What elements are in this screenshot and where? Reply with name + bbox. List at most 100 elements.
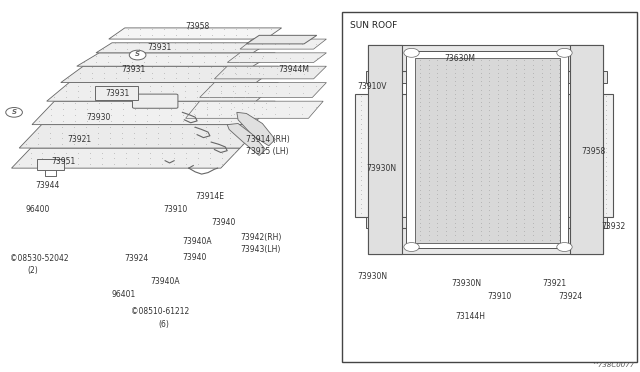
Point xyxy=(424,177,435,183)
Point xyxy=(181,150,191,155)
Point xyxy=(458,228,468,234)
Point xyxy=(581,196,591,202)
Point xyxy=(385,182,396,188)
Point xyxy=(444,158,454,164)
Point xyxy=(511,157,521,163)
Point xyxy=(376,205,386,211)
Point xyxy=(434,187,444,193)
Polygon shape xyxy=(240,39,326,49)
Point xyxy=(493,196,503,202)
Point xyxy=(243,90,253,96)
Point xyxy=(591,131,601,137)
Point xyxy=(532,93,542,99)
Point xyxy=(205,40,216,46)
Point xyxy=(511,149,521,155)
Point xyxy=(415,66,425,72)
Point xyxy=(493,237,503,243)
Point xyxy=(519,99,529,105)
Point xyxy=(424,107,435,113)
Point xyxy=(545,178,556,184)
Point xyxy=(536,137,547,142)
Point xyxy=(502,116,513,122)
Point xyxy=(454,168,464,174)
Point xyxy=(532,182,542,188)
Point xyxy=(449,161,460,167)
Point xyxy=(175,54,185,60)
Point xyxy=(432,87,442,93)
Point xyxy=(376,98,386,104)
Point xyxy=(189,141,199,147)
Point xyxy=(415,203,425,209)
Point xyxy=(554,220,564,226)
Point xyxy=(463,131,474,137)
Point xyxy=(600,158,611,164)
Point xyxy=(395,173,405,179)
Point xyxy=(415,173,425,179)
Point xyxy=(581,102,591,108)
Point xyxy=(528,70,538,76)
Point xyxy=(424,149,434,155)
Point xyxy=(474,154,484,160)
Point xyxy=(476,174,486,180)
Point xyxy=(476,232,486,238)
Point xyxy=(476,220,486,226)
Polygon shape xyxy=(366,71,607,83)
Point xyxy=(561,201,572,207)
Point xyxy=(476,112,486,118)
Point xyxy=(181,155,191,161)
Point xyxy=(592,221,602,227)
Point xyxy=(441,170,451,176)
Point xyxy=(424,237,434,243)
Point xyxy=(467,228,477,234)
Point xyxy=(441,62,451,68)
Point xyxy=(216,90,227,96)
Point xyxy=(395,121,405,127)
Text: (2): (2) xyxy=(27,266,38,275)
Point xyxy=(484,199,495,205)
Point xyxy=(385,135,396,141)
Point xyxy=(454,177,464,183)
Point xyxy=(424,168,435,174)
Point xyxy=(415,178,425,184)
Point xyxy=(458,203,468,209)
Point xyxy=(493,145,503,151)
Point xyxy=(554,170,564,176)
Point xyxy=(502,83,512,89)
Point xyxy=(554,153,564,159)
Point xyxy=(474,131,484,137)
Point xyxy=(476,178,486,184)
Point xyxy=(458,216,468,222)
Point xyxy=(385,140,396,146)
Point xyxy=(133,161,143,167)
Point xyxy=(441,187,451,193)
Point xyxy=(545,208,556,214)
Point xyxy=(502,95,512,101)
Point xyxy=(127,54,137,60)
Point xyxy=(130,118,140,124)
Point xyxy=(474,201,484,207)
Point xyxy=(476,187,486,193)
Point xyxy=(376,149,386,155)
Point xyxy=(545,145,556,151)
Point xyxy=(545,212,556,218)
Point xyxy=(511,83,521,89)
Point xyxy=(502,132,512,138)
Point xyxy=(591,210,601,216)
Point xyxy=(58,112,68,118)
Point xyxy=(493,141,503,147)
Point xyxy=(528,153,538,159)
Point xyxy=(511,203,521,209)
Point xyxy=(476,170,486,176)
Point xyxy=(513,217,524,222)
Point xyxy=(554,149,564,155)
Point xyxy=(463,154,474,160)
Point xyxy=(458,112,468,118)
Point xyxy=(213,112,223,118)
Point xyxy=(563,221,573,227)
Point xyxy=(424,141,434,147)
Point xyxy=(404,126,415,132)
Point xyxy=(415,103,425,109)
Point xyxy=(511,87,521,93)
Point xyxy=(536,70,547,76)
Point xyxy=(458,157,468,163)
